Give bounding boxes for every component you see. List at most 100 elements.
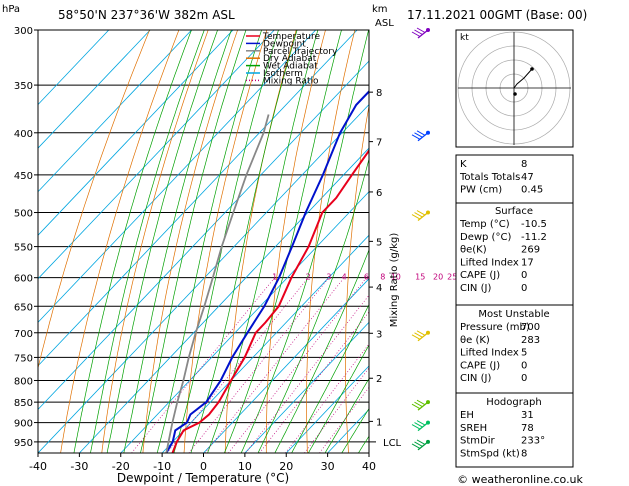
km-tick-label: 2	[376, 374, 382, 385]
wind-barb-feather	[411, 134, 421, 140]
temperature-tick-label: 10	[238, 460, 252, 473]
temperature-tick-label: 20	[279, 460, 293, 473]
pressure-tick-label: 650	[14, 302, 33, 313]
mixing-ratio-label: 10	[391, 273, 401, 282]
table-row-value: 17	[521, 257, 534, 268]
mixing-ratio-line	[319, 386, 369, 453]
legend-label: Mixing Ratio	[263, 76, 319, 86]
mixing-ratio-line	[131, 277, 275, 453]
wet-adiabat-line	[257, 157, 369, 453]
isotherm-line	[286, 365, 369, 453]
dry-adiabat-line	[587, 30, 629, 453]
temperature-tick-label: -40	[29, 460, 47, 473]
isotherm-line	[38, 30, 358, 367]
mixing-ratio-label: 4	[342, 273, 347, 282]
km-tick-label: 8	[376, 88, 382, 99]
mixing-ratio-line	[228, 277, 367, 453]
mixing-ratio-label: 8	[380, 273, 385, 282]
wind-barb-feather	[414, 422, 423, 428]
table-row-value: 269	[521, 245, 540, 256]
table-title: Most Unstable	[478, 309, 549, 320]
pressure-tick-label: 600	[14, 274, 33, 285]
wind-barb-feather	[414, 401, 423, 408]
diagram-series	[165, 90, 369, 453]
wet-adiabat-line	[123, 30, 232, 453]
wind-barb-feather	[416, 330, 426, 336]
series-dewpoint	[165, 90, 369, 453]
pressure-tick-label: 700	[14, 329, 33, 340]
wet-adiabat-line	[308, 344, 369, 453]
table-row-label: θe(K)	[460, 245, 487, 256]
wind-barb-dot	[426, 28, 430, 32]
table-row-value: 700	[521, 322, 540, 333]
table-title: Surface	[495, 206, 533, 217]
table-row-label: StmDir	[460, 436, 495, 447]
table-row-value: 283	[521, 335, 540, 346]
km-tick-label: 4	[376, 283, 382, 294]
legend-label: Dewpoint	[263, 39, 306, 49]
table-row-value: 0	[521, 373, 527, 384]
table-row-label: Lifted Index	[460, 257, 519, 268]
table-row-label: StmSpd (kt)	[460, 448, 520, 459]
wind-barb-feather	[411, 443, 421, 449]
isotherm-line	[38, 30, 110, 106]
dry-adiabat-line	[618, 30, 629, 453]
wind-barb-feather	[411, 403, 421, 410]
table-row-label: PW (cm)	[460, 185, 502, 196]
table-title: Hodograph	[486, 397, 541, 408]
wind-barb-feather	[411, 334, 421, 340]
mixing-ratio-axis-title: Mixing Ratio (g/kg)	[389, 233, 400, 328]
hodograph-unit: kt	[460, 33, 469, 43]
dry-adiabat-line	[345, 104, 369, 453]
table-row-value: 78	[521, 423, 534, 434]
table-row-label: Pressure (mb)	[460, 322, 530, 333]
station-info: 58°50'N 237°36'W 382m ASL	[58, 8, 235, 22]
wet-adiabat-line	[140, 30, 247, 453]
table-row-label: CIN (J)	[460, 283, 491, 294]
wind-barb-feather	[416, 439, 426, 445]
hpa-label: hPa	[2, 4, 20, 15]
table-row-value: 8	[521, 448, 527, 459]
table-row-value: 0	[521, 360, 527, 371]
pressure-tick-label: 750	[14, 353, 33, 364]
wind-barb-dot	[426, 330, 430, 335]
pressure-tick-label: 300	[14, 26, 33, 37]
temperature-tick-label: 0	[200, 460, 207, 473]
table-row-value: 233°	[521, 436, 545, 447]
wet-adiabat-line	[291, 303, 369, 453]
dry-adiabat-line	[101, 30, 209, 453]
legend-label: Temperature	[262, 32, 320, 42]
table-row-value: 8	[521, 159, 527, 170]
wind-barb-dot	[426, 130, 430, 135]
hodograph-frame	[455, 29, 574, 148]
diagram-axes: 1 2 3 4 6 8 10 15 20 2530035040045050055060065070…	[14, 26, 457, 473]
km-tick-label: 7	[376, 138, 382, 149]
dry-adiabat-line	[224, 30, 297, 453]
dry-adiabat-line	[265, 30, 326, 453]
table-row-label: θe (K)	[460, 335, 490, 346]
legend-label: Wet Adiabat	[263, 62, 318, 72]
pressure-tick-label: 500	[14, 209, 33, 220]
table-row-label: CIN (J)	[460, 373, 491, 384]
mixing-ratio-line	[204, 277, 345, 453]
pressure-tick-label: 950	[14, 438, 33, 449]
wet-adiabat-line	[274, 248, 369, 453]
plot-frame	[37, 29, 370, 454]
wind-barb-feather	[416, 27, 426, 33]
table-row-value: -11.2	[521, 232, 547, 243]
wind-barb-dot	[426, 420, 430, 425]
wind-barb-feather	[414, 132, 423, 138]
hodograph-table-box	[455, 392, 574, 468]
km-tick-label: 6	[376, 188, 382, 199]
x-axis-title: Dewpoint / Temperature (°C)	[117, 471, 289, 485]
legend-label: Dry Adiabat	[263, 54, 317, 64]
mixing-ratio-line	[188, 277, 330, 453]
temperature-tick-label: 30	[321, 460, 335, 473]
table-row-label: K	[460, 159, 467, 170]
mixing-ratio-label: 20	[433, 273, 443, 282]
pressure-tick-label: 400	[14, 129, 33, 140]
pressure-tick-label: 850	[14, 398, 33, 409]
wind-barb-dot	[426, 439, 430, 444]
